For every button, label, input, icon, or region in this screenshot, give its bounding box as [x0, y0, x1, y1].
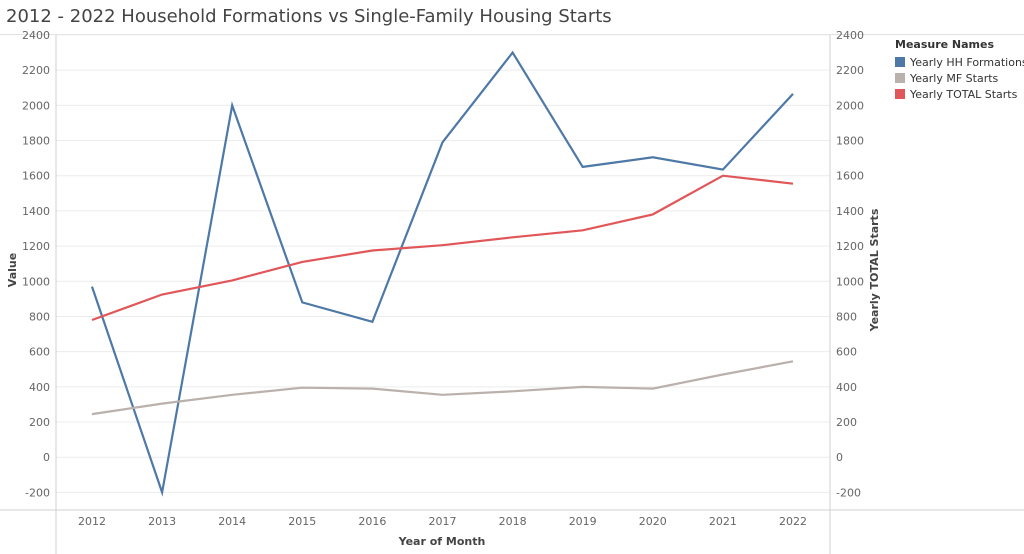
y2-axis-title: Yearly TOTAL Starts	[868, 208, 881, 332]
x-tick-label: 2022	[779, 515, 807, 528]
series-line-yearly-total-starts[interactable]	[91, 174, 794, 322]
axes	[0, 35, 1024, 554]
y-tick-label: 1800	[22, 135, 50, 148]
y-tick-label: 1600	[22, 170, 50, 183]
series-line-yearly-mf-starts[interactable]	[91, 360, 794, 416]
y2-tick-label: 2200	[836, 64, 864, 77]
y-tick-label: 0	[43, 451, 50, 464]
y-tick-label: 2200	[22, 64, 50, 77]
legend-item-label: Yearly HH Formations	[910, 55, 1024, 69]
y-tick-label: 1400	[22, 205, 50, 218]
x-axis: 2012 2013 2014 2015 2016 2017 2018 2019 2020 2021…	[78, 515, 807, 528]
legend-item-total-starts[interactable]: Yearly TOTAL Starts	[895, 86, 1024, 102]
x-tick-label: 2014	[218, 515, 246, 528]
y2-tick-label: 2400	[836, 29, 864, 42]
x-tick-label: 2015	[288, 515, 316, 528]
legend-swatch	[895, 57, 905, 67]
legend-item-hh-formations[interactable]: Yearly HH Formations	[895, 54, 1024, 70]
x-tick-label: 2018	[499, 515, 527, 528]
y2-tick-label: 400	[836, 381, 857, 394]
y2-tick-label: 2000	[836, 99, 864, 112]
y-tick-label: 1200	[22, 240, 50, 253]
y2-tick-label: 1600	[836, 170, 864, 183]
x-axis-title: Year of Month	[398, 535, 486, 548]
x-tick-label: 2016	[358, 515, 386, 528]
y-axis-left: -200 0 200 400 600 800 1000 1200 1400 1600 1800 200…	[22, 29, 50, 499]
series-line-yearly-hh-formations[interactable]	[90, 50, 794, 497]
y-tick-label: 2400	[22, 29, 50, 42]
y-axis-right: -200 0 200 400 600 800 1000 1200 1400 1600 1800 200…	[836, 29, 864, 499]
y2-tick-label: 0	[836, 451, 843, 464]
legend-title: Measure Names	[895, 38, 995, 51]
y-tick-label: -200	[25, 486, 50, 499]
y2-tick-label: 1000	[836, 275, 864, 288]
series-lines	[90, 50, 794, 497]
y2-tick-label: 1400	[836, 205, 864, 218]
y2-tick-label: 1800	[836, 135, 864, 148]
y2-tick-label: 800	[836, 310, 857, 323]
x-tick-label: 2017	[429, 515, 457, 528]
x-tick-label: 2012	[78, 515, 106, 528]
y-tick-label: 2000	[22, 99, 50, 112]
y2-tick-label: -200	[836, 486, 861, 499]
y-tick-label: 600	[29, 346, 50, 359]
legend-swatch	[895, 89, 905, 99]
legend-item-mf-starts[interactable]: Yearly MF Starts	[895, 70, 1024, 86]
legend: Measure Names Yearly HH Formations Yearl…	[895, 38, 1024, 102]
legend-swatch	[895, 73, 905, 83]
legend-item-label: Yearly MF Starts	[910, 71, 999, 85]
y-tick-label: 800	[29, 310, 50, 323]
legend-item-label: Yearly TOTAL Starts	[910, 87, 1018, 101]
y2-tick-label: 200	[836, 416, 857, 429]
x-tick-label: 2013	[148, 515, 176, 528]
y-tick-label: 400	[29, 381, 50, 394]
chart-title: 2012 - 2022 Household Formations vs Sing…	[6, 6, 612, 27]
gridlines	[56, 34, 830, 493]
y2-tick-label: 1200	[836, 240, 864, 253]
y2-tick-label: 600	[836, 346, 857, 359]
y-tick-label: 200	[29, 416, 50, 429]
x-tick-label: 2020	[639, 515, 667, 528]
y-axis-title: Value	[6, 253, 19, 287]
x-tick-label: 2021	[709, 515, 737, 528]
x-tick-label: 2019	[569, 515, 597, 528]
y-tick-label: 1000	[22, 275, 50, 288]
